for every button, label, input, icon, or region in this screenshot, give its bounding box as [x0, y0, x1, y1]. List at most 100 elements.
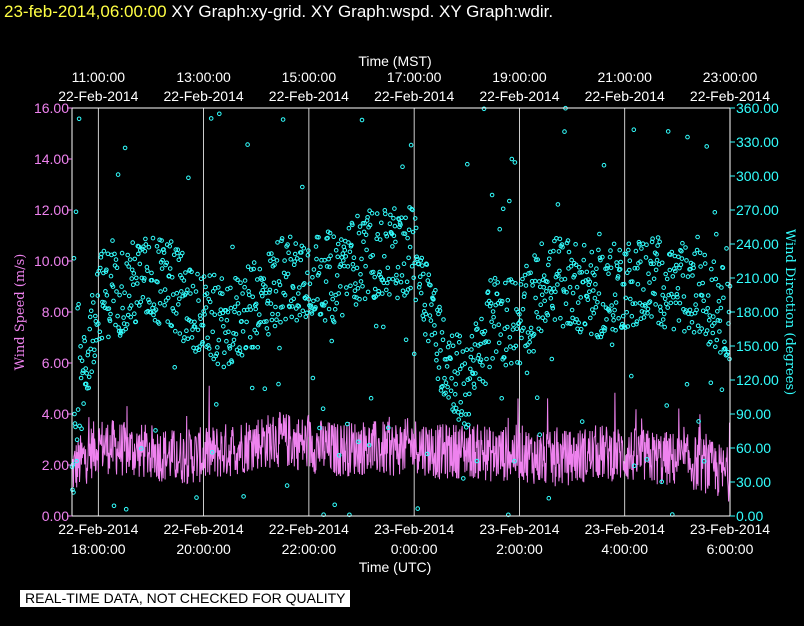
- wind-direction-point: [431, 297, 436, 302]
- wind-direction-point: [405, 235, 410, 241]
- wind-direction-point: [211, 356, 216, 362]
- wind-direction-point: [545, 279, 550, 285]
- wind-direction-point: [515, 360, 520, 365]
- wind-direction-point: [450, 343, 456, 349]
- wind-direction-point: [521, 294, 527, 300]
- wind-direction-point: [185, 287, 190, 293]
- wind-direction-point: [442, 357, 448, 362]
- wind-direction-point: [315, 297, 320, 302]
- wind-direction-point: [601, 162, 607, 168]
- wind-direction-point: [462, 421, 467, 426]
- wind-direction-point: [493, 349, 499, 354]
- wind-direction-point: [241, 494, 246, 499]
- wind-direction-point: [123, 506, 129, 512]
- wind-direction-point: [165, 295, 171, 301]
- wind-direction-point: [341, 258, 346, 263]
- wind-direction-point: [248, 307, 253, 312]
- wind-direction-series: [69, 105, 733, 518]
- wind-direction-point: [400, 288, 406, 294]
- wind-direction-point: [398, 279, 404, 285]
- top-axis-ticks: 11:00:00 22-Feb-2014 13:00:00 22-Feb-2014 15…: [58, 69, 770, 104]
- wind-direction-point: [263, 284, 268, 289]
- wind-direction-point: [228, 285, 233, 291]
- wind-direction-point: [238, 280, 243, 286]
- wind-direction-point: [195, 271, 200, 277]
- left-tick-label: 4.00: [42, 406, 69, 422]
- wind-direction-point: [705, 306, 711, 311]
- wind-direction-point: [106, 334, 111, 340]
- wind-direction-point: [667, 267, 673, 273]
- wind-direction-point: [701, 298, 707, 304]
- top-tick-date: 22-Feb-2014: [374, 88, 454, 104]
- wind-direction-point: [564, 240, 570, 246]
- wind-direction-point: [609, 303, 614, 308]
- wind-direction-point: [608, 265, 614, 271]
- wind-direction-point: [678, 248, 683, 253]
- wind-direction-point: [162, 287, 168, 292]
- wind-direction-point: [225, 309, 231, 315]
- wind-direction-point: [175, 247, 181, 252]
- wind-direction-point: [703, 309, 709, 315]
- wind-direction-point: [413, 297, 419, 303]
- wind-direction-point: [163, 262, 168, 268]
- bottom-tick-time: 2:00:00: [496, 541, 543, 557]
- wind-direction-point: [390, 244, 395, 249]
- wind-direction-point: [634, 319, 640, 324]
- wind-direction-point: [545, 312, 551, 318]
- wind-direction-point: [583, 278, 589, 283]
- wind-direction-point: [719, 285, 724, 290]
- wind-direction-point: [496, 340, 502, 346]
- wind-direction-point: [542, 298, 548, 304]
- wind-direction-point: [342, 263, 347, 269]
- wind-direction-point: [345, 421, 350, 427]
- wind-direction-point: [556, 249, 562, 254]
- wind-direction-point: [613, 300, 619, 305]
- wind-direction-point: [352, 288, 358, 294]
- wind-direction-point: [612, 307, 617, 313]
- wind-direction-point: [156, 321, 162, 326]
- wind-direction-point: [387, 292, 392, 297]
- wind-direction-point: [81, 401, 86, 406]
- wind-direction-point: [279, 238, 284, 244]
- wind-direction-point: [585, 297, 591, 303]
- wind-direction-point: [186, 175, 191, 181]
- wind-direction-point: [215, 361, 221, 367]
- wind-direction-point: [314, 256, 319, 262]
- wind-direction-point: [214, 351, 220, 356]
- wind-direction-point: [358, 272, 363, 277]
- wind-direction-point: [137, 261, 143, 267]
- wind-direction-point: [176, 302, 181, 307]
- wind-direction-point: [629, 373, 634, 379]
- wind-direction-point: [273, 288, 279, 294]
- right-tick-label: 120.00: [736, 372, 779, 388]
- wind-direction-point: [555, 282, 560, 287]
- wind-direction-point: [116, 325, 121, 330]
- wind-direction-point: [227, 344, 232, 349]
- wind-direction-point: [425, 451, 430, 457]
- wind-direction-point: [491, 314, 496, 320]
- wind-direction-point: [274, 317, 279, 323]
- wind-direction-point: [641, 287, 646, 292]
- left-axis-ticks: 0.00 2.00 4.00 6.00 8.00 10.00 12.00 14.00 16.00: [34, 100, 72, 524]
- wind-direction-point: [198, 316, 203, 322]
- wind-direction-point: [421, 317, 427, 322]
- wind-direction-point: [421, 271, 426, 277]
- wind-direction-point: [177, 331, 183, 336]
- wind-direction-point: [408, 285, 413, 291]
- wind-direction-point: [346, 240, 351, 245]
- wind-direction-point: [684, 258, 689, 263]
- top-tick-date: 22-Feb-2014: [58, 88, 138, 104]
- wind-direction-point: [130, 282, 136, 288]
- wind-direction-point: [111, 298, 116, 304]
- wind-direction-point: [558, 315, 563, 321]
- wind-direction-point: [631, 127, 637, 132]
- wind-direction-point: [507, 335, 513, 340]
- wind-direction-point: [716, 298, 722, 304]
- wind-direction-point: [645, 306, 651, 312]
- wind-direction-point: [400, 164, 405, 169]
- wind-direction-point: [322, 318, 328, 323]
- wind-direction-point: [412, 216, 418, 221]
- wind-direction-point: [621, 281, 627, 287]
- wind-direction-point: [239, 352, 245, 358]
- wind-direction-point: [125, 252, 130, 258]
